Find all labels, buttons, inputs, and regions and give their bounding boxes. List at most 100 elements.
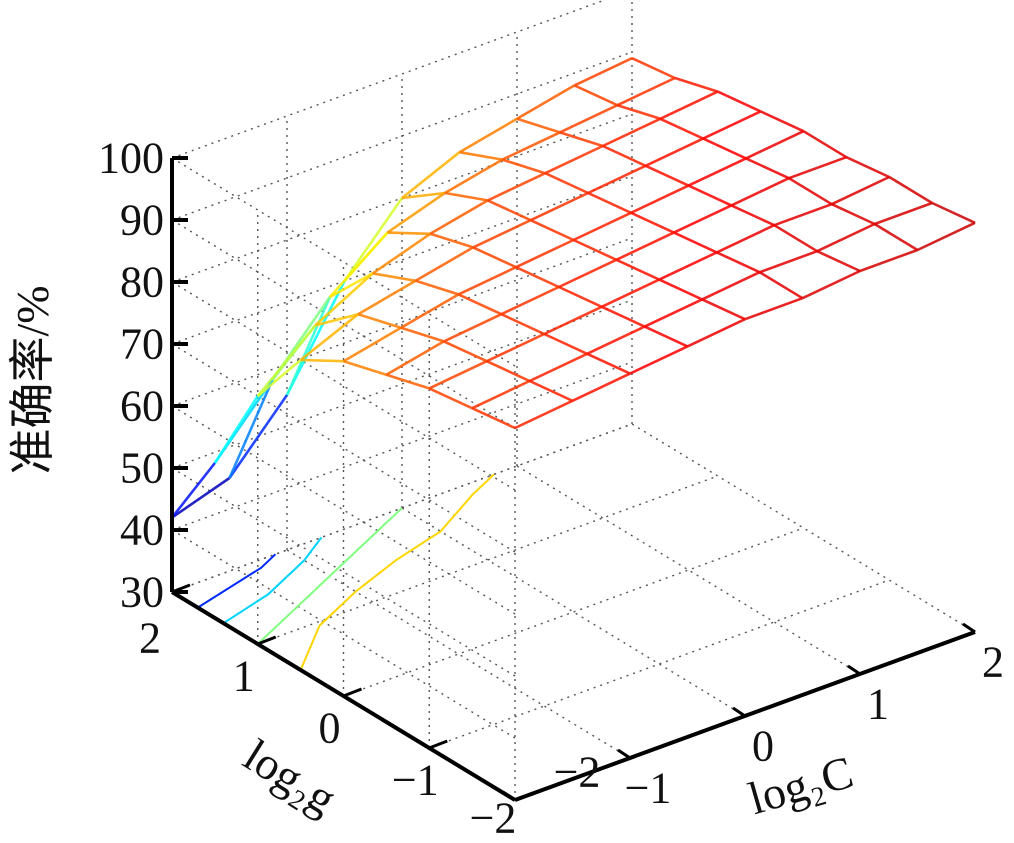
mesh-segment (916, 221, 976, 252)
mesh-segment (428, 387, 473, 410)
gridline-c-floor (516, 465, 861, 675)
g-tick-mark (342, 687, 363, 698)
c-tick-mark (847, 664, 861, 676)
g-tick-mark (428, 739, 448, 750)
mesh-segment (530, 191, 589, 222)
c-tick-label: 0 (752, 722, 774, 771)
contour-line-80 (299, 473, 495, 671)
c-tick-mark (962, 622, 976, 634)
z-tick-label: 80 (120, 258, 164, 307)
mesh-segment (874, 201, 933, 226)
mesh-segment (644, 298, 703, 328)
mesh-segment (472, 219, 532, 249)
z-tick-label: 100 (98, 134, 164, 183)
mesh-segment (559, 104, 618, 134)
mesh-segment (659, 90, 719, 120)
z-tick-label: 30 (120, 568, 164, 617)
mesh-segment (543, 332, 588, 355)
mesh-segment (931, 201, 976, 224)
mesh-segment (687, 184, 732, 207)
mesh-segment (773, 202, 833, 227)
mesh-segment (501, 131, 561, 161)
mesh-segment (674, 76, 719, 93)
mesh-segment (601, 278, 660, 308)
mesh-segment (428, 360, 488, 390)
mesh-segment (414, 246, 474, 282)
contour-lines (197, 473, 495, 671)
mesh-segment (328, 231, 389, 298)
mesh-segment (170, 462, 216, 519)
mesh-segment (343, 197, 404, 282)
mesh-segment (831, 203, 876, 226)
mesh-segment (702, 110, 762, 140)
mesh-segment (773, 224, 818, 253)
mesh-segment (658, 251, 718, 281)
mesh-segment (314, 272, 374, 327)
mesh-segment (587, 164, 647, 195)
mesh-segment (558, 258, 617, 289)
mesh-segment (387, 231, 431, 236)
axes (170, 156, 976, 802)
mesh-segment (802, 130, 848, 159)
mesh-segment (285, 296, 332, 396)
mesh-segment (544, 144, 604, 175)
mesh-segment (314, 312, 359, 327)
mesh-segment (457, 266, 517, 296)
g-tick-label: −2 (470, 794, 517, 843)
mesh-segment (816, 222, 876, 253)
mesh-segment (458, 117, 518, 154)
mesh-segment (256, 359, 302, 397)
contour-line-60 (222, 536, 323, 625)
mesh-segment (759, 249, 818, 274)
z-tick-label: 60 (120, 382, 164, 431)
mesh-segment (716, 251, 761, 274)
mesh-segment (401, 151, 461, 200)
mesh-segment (299, 313, 359, 362)
mesh-segment (687, 157, 747, 187)
mesh-segment (745, 157, 790, 180)
surface-mesh (170, 57, 976, 519)
mesh-segment (444, 158, 504, 195)
mesh-segment (873, 222, 919, 252)
mesh-segment (444, 191, 488, 202)
mesh-segment (516, 117, 561, 134)
mesh-segment (831, 175, 890, 206)
mesh-segment (385, 373, 430, 390)
mesh-segment (486, 332, 545, 363)
mesh-segment (443, 313, 502, 343)
mesh-segment (716, 224, 775, 254)
mesh-segment (385, 340, 445, 376)
c-tick-mark (617, 748, 631, 760)
mesh-segment (644, 325, 689, 348)
mesh-segment (213, 395, 259, 464)
mesh-segment (487, 199, 532, 222)
mesh-segment (602, 144, 647, 167)
mesh-segment (730, 204, 775, 227)
mesh-segment (816, 250, 861, 273)
mesh-segment (559, 131, 604, 148)
mesh-segment (372, 272, 416, 283)
mesh-segment (601, 305, 646, 328)
contour-line-70 (257, 507, 403, 645)
mesh-segment (602, 117, 661, 148)
mesh-segment (457, 293, 502, 316)
mesh-segment (500, 285, 560, 316)
mesh-segment (530, 219, 575, 242)
mesh-segment (587, 191, 632, 214)
mesh-segment (471, 407, 516, 430)
mesh-segment (558, 285, 603, 308)
mesh-segment (401, 191, 446, 200)
mesh-segment (717, 90, 762, 113)
mesh-segment (801, 269, 861, 300)
mesh-segment (615, 258, 660, 281)
mesh-segment (256, 324, 317, 397)
z-tick-label: 50 (120, 444, 164, 493)
mesh-segment (730, 177, 790, 207)
c-tick-mark (732, 706, 746, 718)
mesh-segment (415, 279, 459, 296)
mesh-segment (572, 211, 632, 242)
mesh-segment (645, 137, 704, 167)
mesh-segment (501, 158, 546, 175)
g-tick-label: 2 (139, 614, 161, 663)
